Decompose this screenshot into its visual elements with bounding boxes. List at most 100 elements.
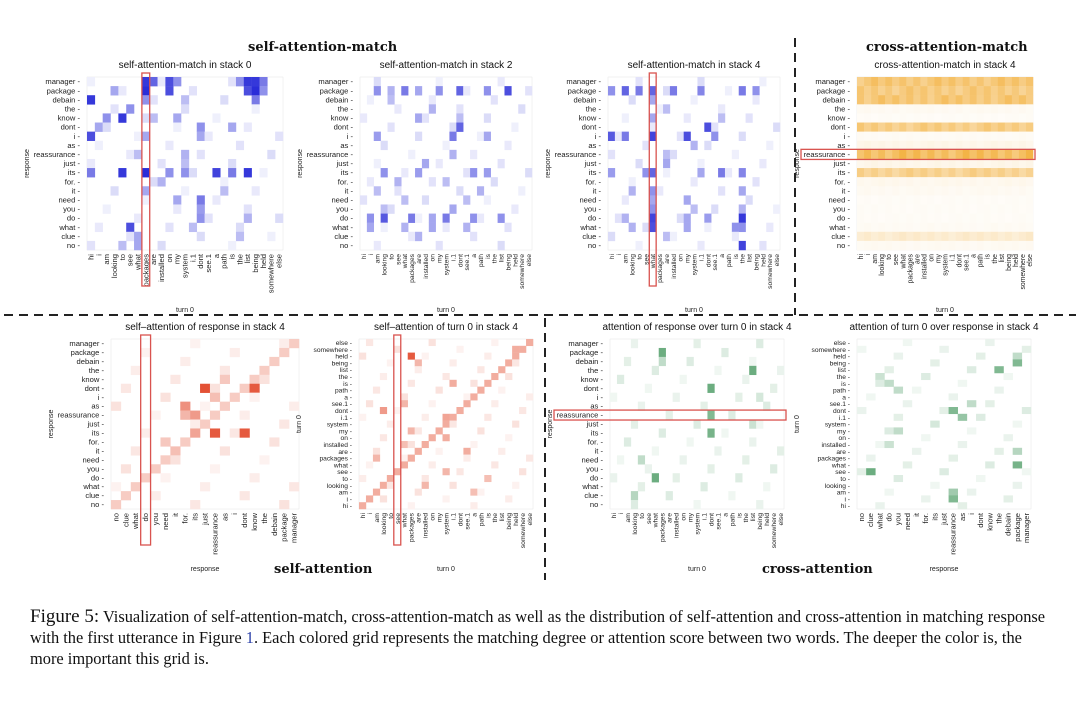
- heatmap-cell: [1025, 186, 1034, 196]
- heatmap-cell: [173, 77, 182, 87]
- highlight-column-box: [393, 334, 402, 546]
- heatmap-cell: [1018, 131, 1027, 141]
- y-tick-label: see.1 -: [830, 401, 850, 408]
- x-tick-label: packages: [657, 253, 664, 282]
- heatmap-cell: [414, 366, 422, 374]
- heatmap-cell: [864, 213, 872, 223]
- y-tick-label: know -: [331, 114, 354, 123]
- heatmap-cell: [400, 400, 408, 408]
- y-tick-label: installed -: [324, 442, 353, 449]
- heatmap-cell: [878, 204, 886, 214]
- x-tick-label: my: [437, 253, 444, 263]
- heatmap-cell: [407, 454, 415, 462]
- heatmap-cell: [934, 158, 942, 169]
- heatmap-cell: [421, 413, 429, 421]
- heatmap-cell: [939, 407, 949, 415]
- heatmap-cell: [976, 352, 986, 360]
- heatmap-cell: [259, 86, 268, 96]
- heatmap-background: [856, 338, 1032, 510]
- heatmap-cell: [948, 113, 956, 123]
- heatmap-cell: [892, 113, 900, 123]
- heatmap-cell: [892, 195, 900, 205]
- heatmap-cell: [415, 168, 423, 178]
- heatmap-cell: [892, 177, 900, 187]
- heatmap-cell: [969, 240, 977, 251]
- heatmap-cell: [408, 149, 416, 160]
- heatmap-cell: [920, 86, 928, 96]
- heatmap-cell: [983, 122, 992, 132]
- heatmap-cell: [921, 434, 931, 442]
- heatmap-cell: [997, 168, 1006, 178]
- heatmap-cell: [857, 113, 865, 123]
- heatmap-cell: [955, 213, 963, 223]
- heatmap-cell: [243, 86, 252, 96]
- x-tick-label: path: [978, 254, 985, 268]
- heatmap-cell: [955, 240, 963, 251]
- heatmap-cell: [190, 419, 201, 429]
- heatmap-cell: [181, 95, 190, 105]
- x-tick-label: reassurance: [210, 513, 219, 555]
- heatmap-cell: [921, 495, 931, 503]
- heatmap-cell: [871, 104, 879, 114]
- heatmap-cell: [941, 231, 949, 242]
- heatmap-cell: [770, 464, 778, 474]
- heatmap-cell: [649, 131, 657, 141]
- y-tick-label: clue -: [582, 232, 601, 241]
- heatmap-cell: [962, 195, 970, 205]
- heatmap-cell: [1025, 204, 1034, 214]
- heatmap-cell: [892, 77, 900, 87]
- x-tick-label: no: [111, 513, 120, 521]
- heatmap-cell: [470, 393, 478, 401]
- heatmap-cell: [649, 204, 657, 214]
- heatmap-cell: [630, 339, 639, 349]
- heatmap-cell: [857, 213, 865, 223]
- x-tick-label: being: [753, 254, 760, 271]
- heatmap-cell: [990, 222, 999, 233]
- heatmap-cell: [941, 122, 949, 132]
- heatmap-cell: [955, 149, 963, 160]
- heatmap-cell: [196, 213, 205, 223]
- y-tick-label: somewhere -: [314, 347, 352, 354]
- x-tick-label: path: [478, 513, 485, 526]
- y-tick-label: its -: [92, 429, 105, 438]
- x-tick-label: on: [928, 254, 935, 262]
- heatmap-cell: [512, 352, 520, 360]
- x-tick-label: reassurance: [949, 513, 958, 555]
- x-tick-label: dont: [976, 512, 985, 528]
- x-tick-label: else: [1027, 254, 1034, 267]
- y-tick-label: need -: [82, 455, 104, 464]
- heatmap-cell: [463, 447, 471, 455]
- heatmap-cell: [623, 356, 632, 367]
- y-axis-label: response: [547, 409, 554, 438]
- heatmap-cell: [745, 113, 753, 123]
- heatmap-cell: [220, 186, 229, 196]
- heatmap-cell: [415, 131, 423, 141]
- heatmap-cell: [421, 441, 429, 449]
- x-tick-label: being: [757, 513, 764, 530]
- heatmap-cell: [1025, 140, 1034, 151]
- x-tick-label: what: [131, 512, 140, 530]
- heatmap-cell: [212, 168, 221, 178]
- heatmap-cell: [920, 186, 928, 196]
- heatmap-cell: [892, 222, 900, 233]
- y-tick-label: need -: [331, 196, 353, 205]
- heatmap-cell: [899, 131, 907, 141]
- x-tick-label: somewhere: [767, 254, 774, 289]
- heatmap-cell: [102, 204, 111, 214]
- heatmap-cell: [165, 140, 174, 151]
- heatmap-cell: [442, 177, 450, 187]
- heatmap-cell: [941, 77, 949, 87]
- y-tick-label: dont -: [584, 384, 604, 393]
- x-tick-label: the: [260, 513, 269, 524]
- heatmap-cell: [683, 222, 691, 233]
- heatmap-cell: [955, 95, 963, 105]
- heatmap-cell: [126, 231, 135, 242]
- heatmap-cell: [393, 407, 402, 415]
- x-tick-label: what: [653, 513, 660, 528]
- heatmap-cell: [983, 86, 992, 96]
- heatmap-cell: [892, 95, 900, 105]
- heatmap-cell: [200, 482, 211, 492]
- heatmap-cell: [663, 168, 671, 178]
- heatmap-cell: [962, 140, 970, 151]
- heatmap-cell: [920, 195, 928, 205]
